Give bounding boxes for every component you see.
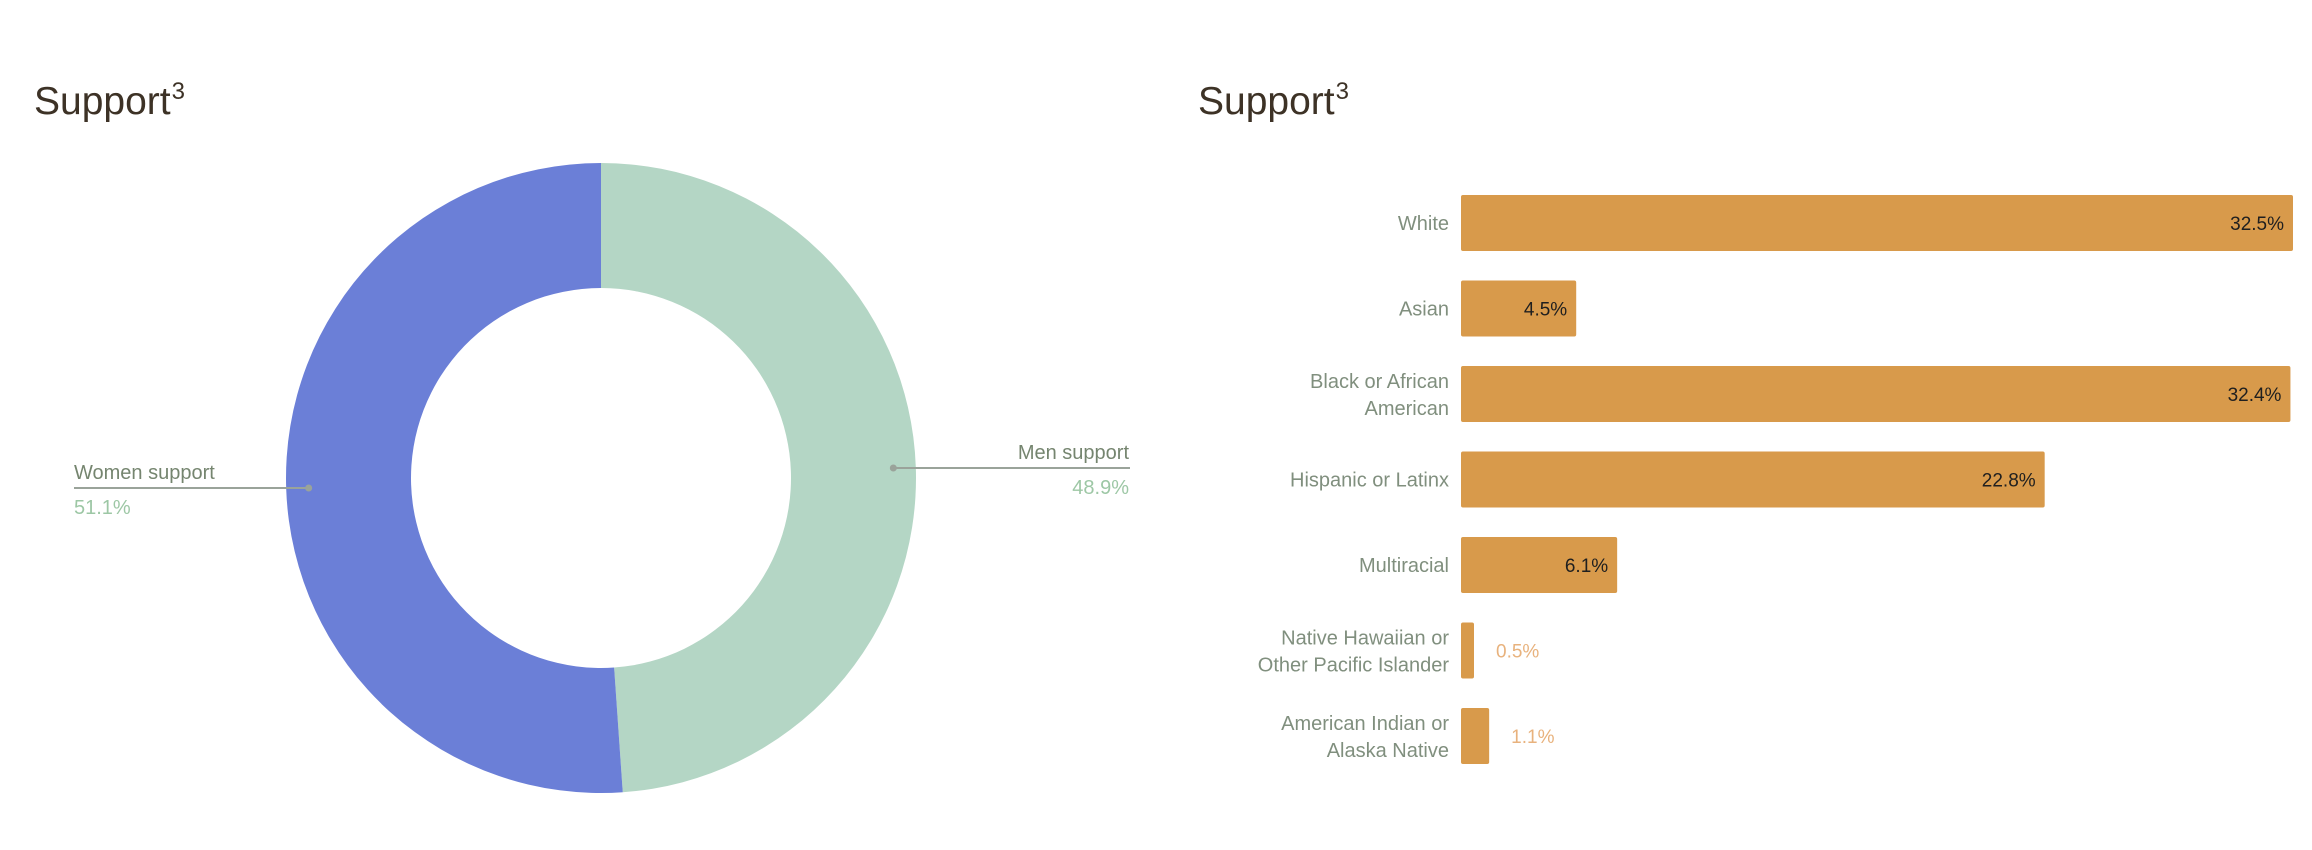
bar-hispanic-or-latinx: [1461, 451, 2045, 508]
value-label-american-indian-or-alaska-native: 1.1%: [1511, 727, 1554, 748]
category-label-native-hawaiian-or-other-pacific-islander-line2: Other Pacific Islander: [1258, 655, 1450, 677]
slice-value-men-support: 48.9%: [1072, 477, 1129, 499]
category-label-american-indian-or-alaska-native-line2: Alaska Native: [1327, 740, 1449, 762]
value-label-white: 32.5%: [2230, 214, 2284, 235]
donut-chart-title: Support3: [34, 78, 185, 123]
bar-american-indian-or-alaska-native: [1461, 708, 1490, 764]
value-label-hispanic-or-latinx: 22.8%: [1982, 471, 2036, 492]
category-label-black-or-african-american-line2: American: [1365, 398, 1449, 420]
slice-label-men-support: Men support: [1018, 442, 1130, 464]
bar-asian: [1461, 280, 1577, 337]
value-label-black-or-african-american: 32.4%: [2228, 385, 2282, 406]
category-label-asian: Asian: [1399, 299, 1449, 321]
bar-white: [1461, 195, 2293, 251]
bar-black-or-african-american: [1461, 366, 2291, 422]
value-label-asian: 4.5%: [1524, 300, 1567, 321]
donut-slice-men-support: [601, 163, 916, 793]
value-label-multiracial: 6.1%: [1565, 556, 1608, 577]
category-label-american-indian-or-alaska-native-line1: American Indian or: [1281, 713, 1449, 735]
category-label-native-hawaiian-or-other-pacific-islander-line1: Native Hawaiian or: [1281, 628, 1449, 650]
category-label-white: White: [1398, 213, 1449, 235]
category-label-black-or-african-american-line1: Black or African: [1310, 371, 1449, 393]
category-label-multiracial: Multiracial: [1359, 555, 1449, 577]
slice-value-women-support: 51.1%: [74, 497, 131, 519]
value-label-native-hawaiian-or-other-pacific-islander: 0.5%: [1496, 642, 1539, 663]
donut-slice-women-support: [285, 163, 623, 793]
bar-native-hawaiian-or-other-pacific-islander: [1461, 622, 1474, 679]
bar-chart-title: Support3: [1198, 78, 1349, 123]
slice-label-women-support: Women support: [74, 462, 215, 484]
bar-multiracial: [1461, 537, 1618, 593]
category-label-hispanic-or-latinx: Hispanic or Latinx: [1290, 470, 1449, 492]
